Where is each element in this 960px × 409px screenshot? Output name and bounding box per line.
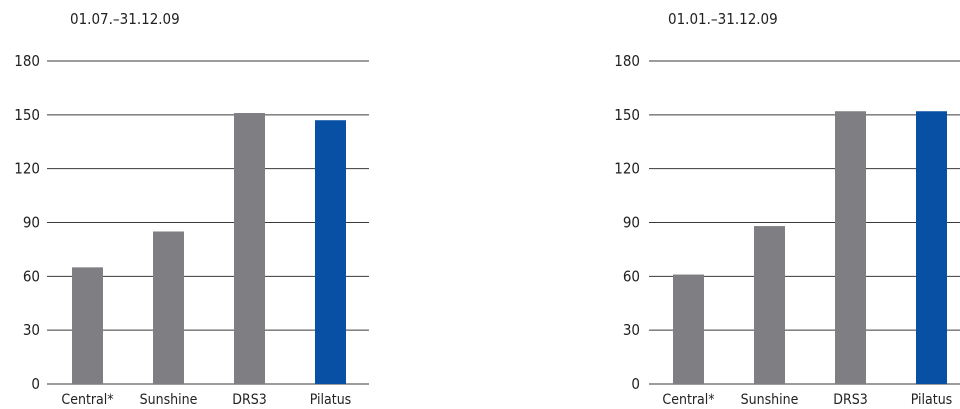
y-tick-label: 0 — [631, 375, 640, 393]
y-tick-label: 90 — [23, 214, 40, 232]
category-label: DRS3 — [232, 392, 266, 408]
y-tick-label: 180 — [614, 52, 640, 70]
y-tick-label: 150 — [14, 106, 40, 124]
category-label: Central* — [662, 392, 714, 408]
bar-central — [673, 274, 704, 384]
y-tick-label: 90 — [623, 214, 640, 232]
y-tick-label: 30 — [623, 321, 640, 339]
category-label: Sunshine — [140, 392, 198, 408]
bar-sunshine — [153, 231, 184, 384]
category-label: DRS3 — [833, 392, 867, 408]
y-tick-label: 180 — [14, 52, 40, 70]
bar-central — [72, 267, 103, 384]
category-label: Pilatus — [911, 392, 953, 408]
y-tick-label: 0 — [31, 375, 40, 393]
category-label: Pilatus — [310, 392, 352, 408]
chart-period-label: 01.01.–31.12.09 — [668, 10, 778, 28]
chart-period-label: 01.07.–31.12.09 — [70, 10, 180, 28]
category-label: Central* — [61, 392, 113, 408]
bar-pilatus — [916, 111, 947, 384]
y-tick-label: 120 — [614, 160, 640, 178]
bar-drs3 — [835, 111, 866, 384]
y-tick-label: 150 — [614, 106, 640, 124]
y-tick-label: 60 — [623, 267, 640, 285]
y-tick-label: 120 — [14, 160, 40, 178]
category-label: Sunshine — [741, 392, 799, 408]
y-tick-label: 60 — [23, 267, 40, 285]
bar-sunshine — [754, 226, 785, 384]
bar-pilatus — [315, 120, 346, 384]
y-tick-label: 30 — [23, 321, 40, 339]
bar-drs3 — [234, 113, 265, 385]
